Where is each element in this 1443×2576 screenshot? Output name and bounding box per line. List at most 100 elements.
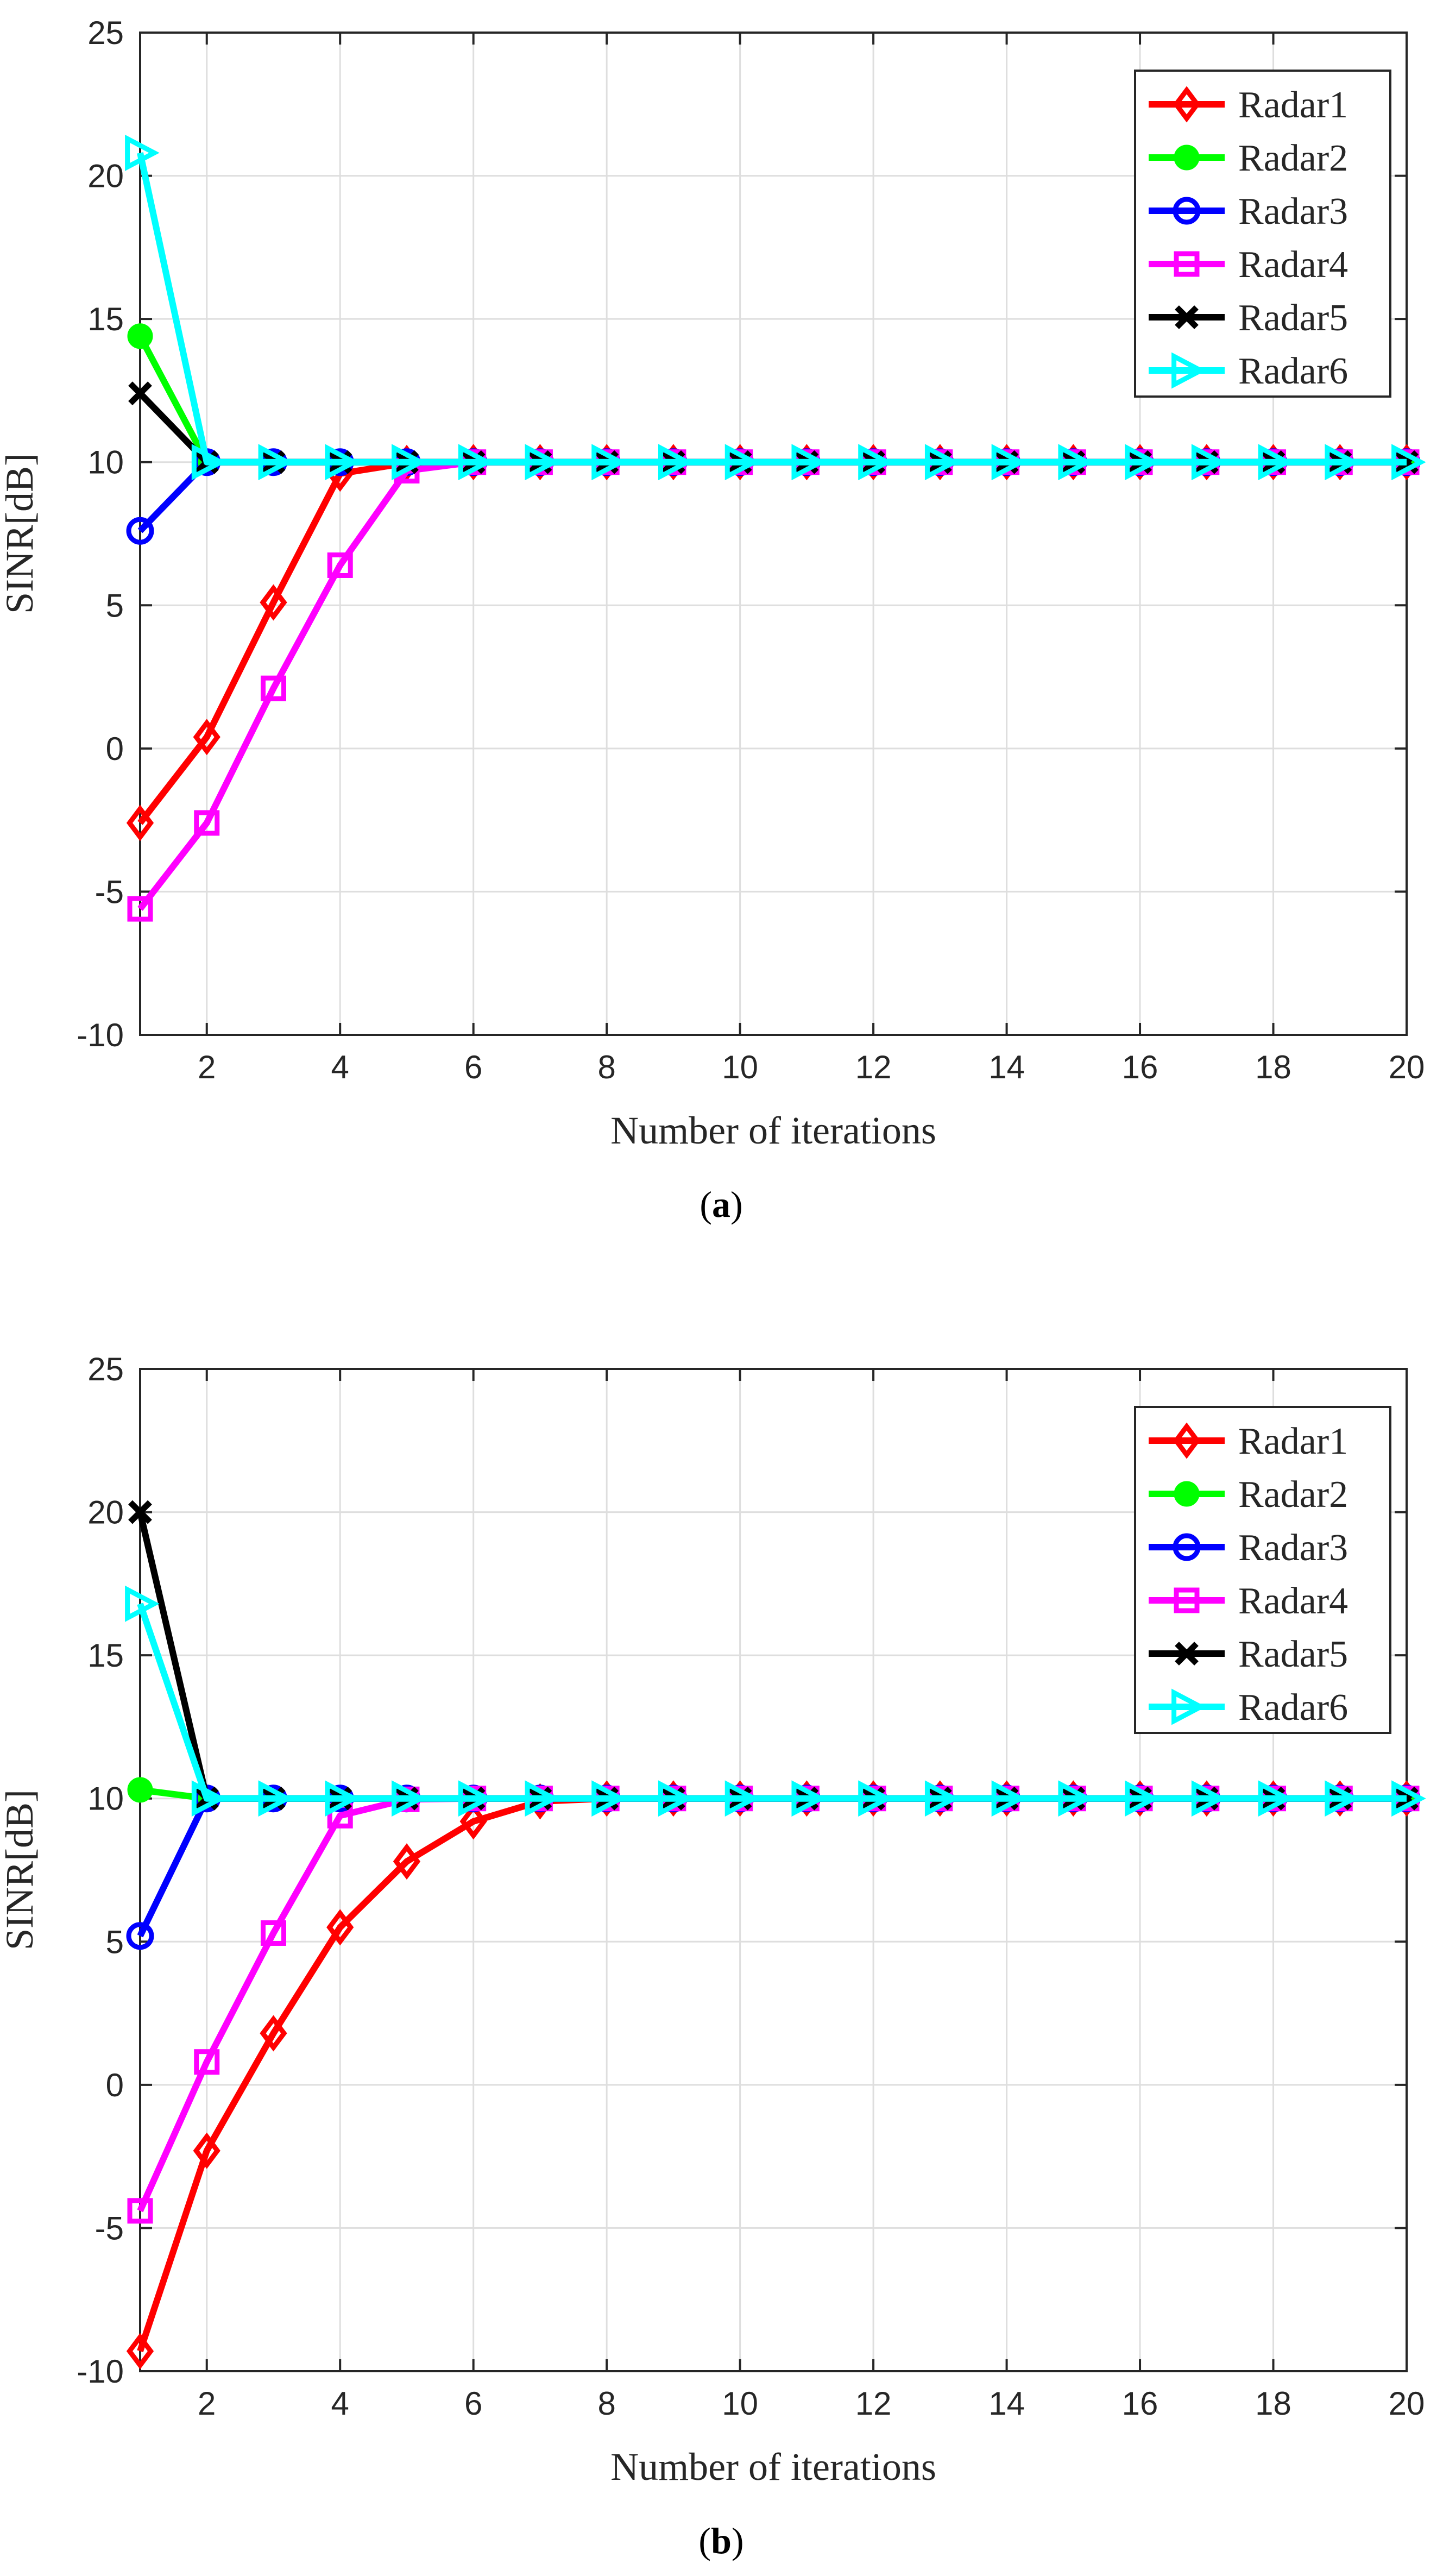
data-point-radar6 [1191, 444, 1226, 481]
x-tick-label: 14 [988, 2385, 1025, 2422]
data-point-radar5 [128, 1500, 152, 1524]
y-tick-label: -5 [95, 2210, 124, 2246]
data-point-radar6 [1258, 444, 1293, 481]
data-point-radar6 [591, 444, 626, 481]
data-point-radar6 [791, 444, 827, 481]
data-point-radar6 [858, 1780, 893, 1817]
x-tick-label: 16 [1122, 2385, 1158, 2422]
y-tick-label: -10 [77, 2353, 124, 2390]
data-point-radar6 [658, 444, 693, 481]
data-point-radar1 [260, 584, 287, 621]
data-point-radar4 [327, 552, 353, 578]
x-tick-label: 16 [1122, 1049, 1158, 1085]
data-point-radar3 [126, 1922, 154, 1950]
legend-box [1134, 1406, 1391, 1734]
x-tick-label: 8 [597, 1049, 615, 1085]
series-radar6 [125, 134, 1426, 481]
legend-label: Radar5 [1238, 1633, 1348, 1675]
data-point-radar6 [525, 1780, 560, 1817]
data-point-radar6 [525, 444, 560, 481]
y-tick-label: 20 [87, 1494, 124, 1531]
caption-b: (b) [698, 2520, 743, 2561]
data-point-radar1 [393, 1843, 421, 1880]
data-point-radar1 [126, 805, 154, 841]
data-point-radar1 [326, 1909, 354, 1946]
x-tick-label: 12 [855, 2385, 892, 2422]
legend-marker [1173, 86, 1201, 123]
x-tick-label: 10 [722, 1049, 758, 1085]
data-point-radar6 [724, 444, 760, 481]
data-point-radar1 [193, 2132, 220, 2169]
y-tick-label: 15 [87, 301, 124, 337]
x-tick-label: 18 [1255, 1049, 1291, 1085]
data-point-radar3 [126, 517, 154, 545]
x-tick-label: 20 [1389, 2385, 1425, 2422]
legend-label: Radar3 [1238, 191, 1348, 233]
data-point-radar6 [1125, 1780, 1160, 1817]
x-tick-label: 12 [855, 1049, 892, 1085]
x-tick-label: 6 [464, 2385, 482, 2422]
x-axis-label: Number of iterations [610, 2445, 936, 2489]
legend-marker [1171, 352, 1206, 389]
data-point-radar6 [924, 1780, 960, 1817]
y-tick-label: 0 [106, 731, 124, 767]
legend-marker [1175, 305, 1199, 329]
legend-label: Radar3 [1238, 1527, 1348, 1569]
legend-marker [1174, 1481, 1200, 1507]
x-tick-label: 14 [988, 1049, 1025, 1085]
data-point-radar1 [459, 1803, 487, 1840]
data-point-radar2 [127, 1777, 153, 1803]
y-axis-label: SINR[dB] [0, 1789, 41, 1950]
data-point-radar6 [658, 1780, 693, 1817]
data-point-radar6 [258, 444, 293, 481]
x-tick-label: 2 [198, 1049, 216, 1085]
y-tick-label: 10 [87, 1781, 124, 1817]
data-point-radar5 [128, 381, 152, 406]
data-point-radar4 [194, 2049, 220, 2075]
legend-label: Radar6 [1238, 350, 1348, 392]
legend-item-radar3: Radar3 [1149, 1527, 1348, 1569]
y-tick-label: 0 [106, 2067, 124, 2103]
x-tick-label: 20 [1389, 1049, 1425, 1085]
x-tick-label: 6 [464, 1049, 482, 1085]
data-point-radar1 [193, 719, 220, 756]
legend-marker [1173, 1533, 1201, 1561]
data-point-radar4 [194, 810, 220, 836]
data-point-radar6 [1191, 1780, 1226, 1817]
data-point-radar6 [591, 1780, 626, 1817]
y-tick-label: 5 [106, 587, 124, 624]
legend-item-radar6: Radar6 [1149, 350, 1348, 392]
legend-item-radar5: Radar5 [1149, 1633, 1348, 1675]
legend-label: Radar4 [1238, 1580, 1348, 1622]
data-point-radar6 [1325, 444, 1359, 481]
data-point-radar6 [125, 134, 160, 171]
axes-box [139, 32, 1408, 1036]
data-point-radar1 [260, 2015, 287, 2052]
y-tick-label: 25 [87, 1351, 124, 1387]
data-point-radar6 [325, 1780, 360, 1817]
y-tick-label: 20 [87, 158, 124, 194]
legend-item-radar4: Radar4 [1149, 244, 1348, 286]
data-point-radar6 [325, 444, 360, 481]
legend-label: Radar2 [1238, 1474, 1348, 1516]
series-radar6 [125, 1585, 1426, 1817]
legend-marker [1174, 1587, 1200, 1613]
legend-label: Radar1 [1238, 1421, 1348, 1462]
legend-item-radar2: Radar2 [1149, 137, 1348, 179]
data-point-radar6 [191, 1780, 226, 1817]
data-point-radar4 [260, 1920, 286, 1946]
data-point-radar6 [392, 1780, 426, 1817]
legend-marker [1173, 1422, 1201, 1459]
data-point-radar6 [1125, 444, 1160, 481]
legend-marker [1174, 144, 1200, 171]
x-tick-label: 4 [331, 2385, 349, 2422]
y-tick-label: 10 [87, 444, 124, 481]
legend-marker [1174, 251, 1200, 277]
data-point-radar6 [858, 444, 893, 481]
data-point-radar4 [260, 675, 286, 701]
chart-panel-b: 2 4 6 8 10 12 14 16 18 20 -10 -5 0 5 10 15 20 25 Number of… [0, 1351, 1426, 2489]
y-axis-label: SINR[dB] [0, 453, 41, 614]
x-tick-label: 18 [1255, 2385, 1291, 2422]
y-tick-label: -5 [95, 874, 124, 910]
